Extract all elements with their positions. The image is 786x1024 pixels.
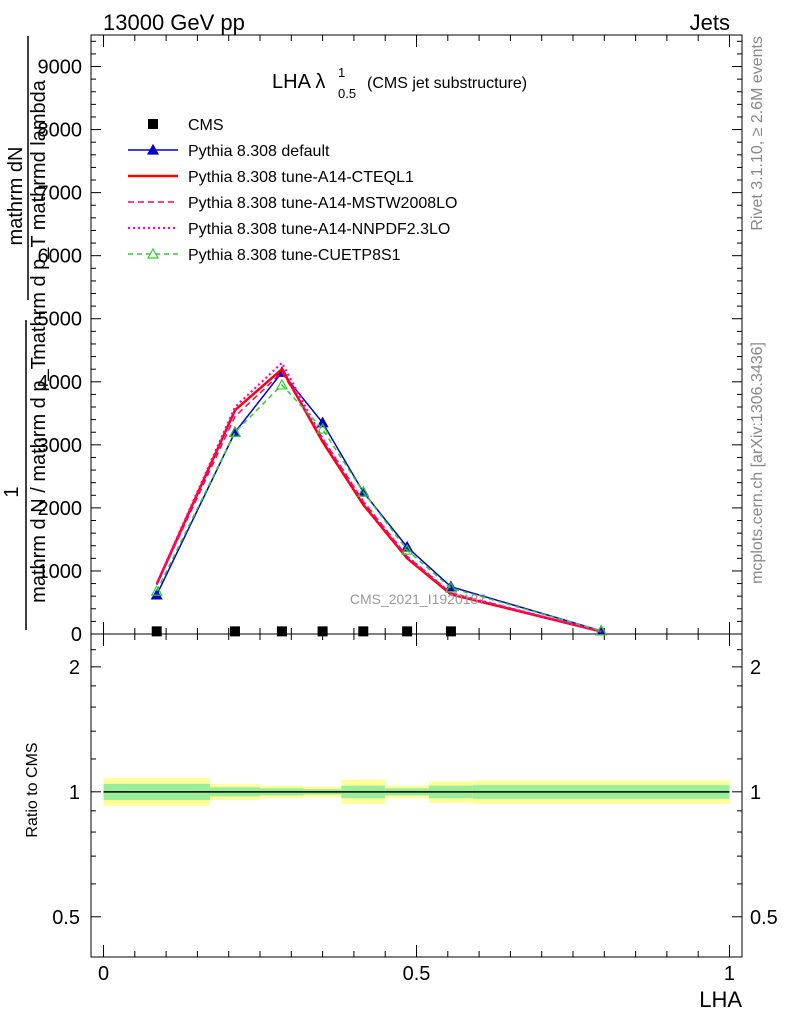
- ratio-y-tick-label-right: 1: [750, 782, 761, 804]
- legend-entry-label: Pythia 8.308 tune-A14-MSTW2008LO: [188, 195, 457, 212]
- series-line-0: [156, 371, 602, 632]
- main-y-tick-label: 7000: [38, 183, 83, 205]
- title-main: LHA λ: [272, 71, 325, 93]
- legend-marker-square: [148, 119, 158, 129]
- main-y-tick-label: 3000: [38, 435, 83, 457]
- ylabel-lower: mathrm d N / mathrm d p_T: [28, 357, 50, 603]
- legend-entry-label: Pythia 8.308 tune-CUETP8S1: [188, 247, 401, 264]
- ratio-ylabel: Ratio to CMS: [24, 742, 41, 837]
- ratio-y-tick-label-left: 2: [69, 657, 80, 679]
- plot-title: LHA λ 1 0.5 (CMS jet substructure): [272, 65, 527, 101]
- legend-entry-label: Pythia 8.308 tune-A14-NNPDF2.3LO: [188, 221, 450, 238]
- cms-data-point: [317, 626, 328, 637]
- ratio-y-axis: 0.5 0.5 1 1 2 2: [52, 649, 778, 929]
- series-marker-4: [150, 584, 163, 596]
- header-right: Jets: [690, 10, 730, 35]
- ratio-y-tick-label-left: 1: [69, 782, 80, 804]
- ratio-y-tick-label-left: 0.5: [52, 907, 80, 929]
- main-y-tick-label: 8000: [38, 120, 83, 142]
- legend-entry-label: CMS: [188, 117, 224, 134]
- series-marker-4: [275, 378, 288, 390]
- series-marker-4: [228, 425, 241, 437]
- header-left: 13000 GeV pp: [103, 10, 245, 35]
- legend-marker-1: [146, 143, 160, 155]
- series-layer: [150, 361, 608, 636]
- data-points: [151, 626, 456, 637]
- main-y-tick-label: 2000: [38, 498, 83, 520]
- legend: CMS Pythia 8.308 default Pythia 8.308 tune…: [128, 117, 457, 264]
- ratio-y-tick-label-right: 0.5: [750, 907, 778, 929]
- series-marker-4: [316, 422, 329, 434]
- main-y-tick-label: 4000: [38, 372, 83, 394]
- ylabel-denominator: mathrm d p_T mathrmd lambda: [28, 79, 50, 360]
- series-marker-4: [401, 543, 414, 555]
- ratio-bands: [103, 777, 730, 806]
- title-sup: 1: [338, 65, 345, 80]
- cms-data-point: [229, 626, 240, 637]
- main-y-tick-label: 9000: [38, 57, 83, 79]
- ylabel-numerator: mathrm dN: [5, 147, 27, 246]
- title-note: (CMS jet substructure): [367, 75, 527, 92]
- series-marker-4: [357, 485, 370, 497]
- main-y-tick-label: 5000: [38, 309, 83, 331]
- mcplots-label: mcplots.cern.ch [arXiv:1306.3436]: [749, 342, 766, 584]
- legend-entry-label: Pythia 8.308 tune-A14-CTEQL1: [188, 169, 414, 186]
- main-y-axis: 1000 2000 3000 4000 5000 6000 7000 8000 9000 0: [38, 40, 742, 646]
- series-marker-0: [150, 588, 163, 600]
- legend-entry-label: Pythia 8.308 default: [188, 143, 330, 160]
- series-marker-0: [316, 416, 329, 428]
- main-y-tick-label: 6000: [38, 246, 83, 268]
- x-axis-label: LHA: [699, 987, 742, 1012]
- ratio-y-tick-label-right: 2: [750, 657, 761, 679]
- series-marker-4: [595, 624, 608, 636]
- series-line-3: [155, 361, 602, 633]
- cms-data-point: [445, 626, 456, 637]
- ylabel-one: 1: [1, 486, 23, 497]
- series-marker-4: [444, 581, 457, 593]
- main-y-tick-label-zero: 0: [71, 624, 82, 646]
- main-ylabel: mathrm dN mathrm d p_T mathrmd lambda 1 …: [1, 36, 50, 630]
- legend-marker-5: [146, 247, 160, 259]
- x-tick-label: 0: [98, 963, 109, 985]
- series-line-4: [156, 383, 602, 632]
- main-y-tick-label: 1000: [38, 561, 83, 583]
- cms-data-point: [276, 626, 287, 637]
- x-tick-label: 1: [724, 963, 735, 985]
- rivet-label: Rivet 3.1.10, ≥ 2.6M events: [749, 36, 766, 231]
- x-tick-label: 0.5: [403, 963, 431, 985]
- cms-data-point: [402, 626, 413, 637]
- cms-data-point: [358, 626, 369, 637]
- title-sub: 0.5: [338, 86, 356, 101]
- series-line-1: [155, 367, 602, 633]
- cms-data-point: [151, 626, 162, 637]
- watermark: CMS_2021_I1920187: [350, 591, 486, 607]
